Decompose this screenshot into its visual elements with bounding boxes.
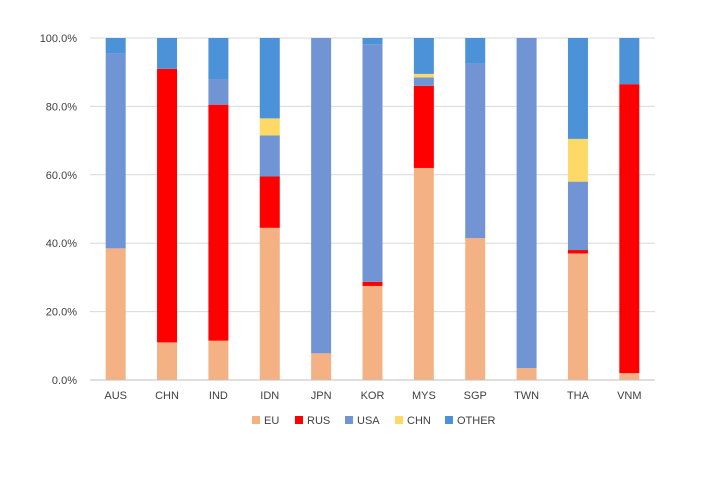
bar-segment-eu-jpn bbox=[311, 353, 332, 380]
bar-segment-eu-idn bbox=[259, 227, 280, 380]
bar-segment-rus-mys bbox=[413, 85, 434, 168]
x-tick-label: KOR bbox=[361, 390, 385, 402]
legend-label: OTHER bbox=[457, 415, 496, 427]
bar-segment-other-idn bbox=[259, 38, 280, 119]
bar-segment-chn-idn bbox=[259, 118, 280, 136]
bar-segment-other-tha bbox=[567, 38, 588, 139]
bar-segment-chn-mys bbox=[413, 73, 434, 78]
bar-segment-chn-tha bbox=[567, 138, 588, 182]
bar-segment-other-ind bbox=[208, 38, 229, 80]
legend-swatch bbox=[445, 416, 453, 424]
legend-swatch bbox=[252, 416, 260, 424]
y-tick-label: 60.0% bbox=[46, 170, 77, 182]
bar-segment-usa-twn bbox=[516, 38, 537, 369]
bar-segment-eu-ind bbox=[208, 340, 229, 380]
bar-segment-eu-chn bbox=[157, 342, 178, 380]
bar-segment-usa-tha bbox=[567, 181, 588, 251]
legend-item-usa: USA bbox=[345, 415, 380, 427]
bar-segment-usa-aus bbox=[105, 53, 126, 249]
legend: EU RUS USA CHN OTHER bbox=[252, 415, 496, 427]
bar-segment-usa-kor bbox=[362, 44, 383, 282]
bar-segment-eu-tha bbox=[567, 253, 588, 380]
legend-swatch bbox=[295, 416, 303, 424]
x-tick-label: VNM bbox=[617, 390, 641, 402]
legend-label: USA bbox=[357, 415, 380, 427]
legend-swatch bbox=[395, 416, 403, 424]
bar-segment-usa-mys bbox=[413, 77, 434, 86]
y-tick-label: 0.0% bbox=[52, 375, 77, 387]
bar-segment-rus-chn bbox=[157, 68, 178, 343]
x-tick-label: JPN bbox=[311, 390, 332, 402]
legend-label: CHN bbox=[407, 415, 431, 427]
bar-segment-other-sgp bbox=[465, 38, 486, 64]
bar-segment-usa-jpn bbox=[311, 38, 332, 354]
legend-swatch bbox=[345, 416, 353, 424]
x-tick-label: SGP bbox=[464, 390, 487, 402]
legend-item-rus: RUS bbox=[295, 415, 330, 427]
bar-segment-usa-idn bbox=[259, 135, 280, 177]
bar-segment-usa-ind bbox=[208, 79, 229, 105]
legend-label: RUS bbox=[307, 415, 330, 427]
x-tick-label: TWN bbox=[514, 390, 539, 402]
x-tick-label: IND bbox=[209, 390, 228, 402]
bar-segment-eu-twn bbox=[516, 368, 537, 380]
bar-segment-eu-kor bbox=[362, 285, 383, 380]
legend-item-other: OTHER bbox=[445, 415, 496, 427]
y-tick-label: 20.0% bbox=[46, 307, 77, 319]
bar-segment-other-mys bbox=[413, 38, 434, 74]
x-tick-label: IDN bbox=[260, 390, 279, 402]
bar-segment-eu-sgp bbox=[465, 238, 486, 380]
bar-segment-usa-sgp bbox=[465, 63, 486, 239]
y-tick-label: 80.0% bbox=[46, 101, 77, 113]
legend-item-eu: EU bbox=[252, 415, 279, 427]
bar-segment-rus-tha bbox=[567, 250, 588, 254]
x-tick-label: AUS bbox=[104, 390, 127, 402]
bar-segment-other-aus bbox=[105, 38, 126, 54]
bar-segment-rus-kor bbox=[362, 281, 383, 286]
bars bbox=[105, 38, 640, 380]
y-axis-tick-labels: 0.0% 20.0% 40.0% 60.0% 80.0% 100.0% bbox=[40, 33, 78, 387]
bar-segment-eu-vnm bbox=[619, 373, 640, 380]
legend-label: EU bbox=[264, 415, 279, 427]
bar-segment-eu-aus bbox=[105, 248, 126, 380]
x-tick-label: MYS bbox=[412, 390, 436, 402]
bar-segment-other-vnm bbox=[619, 38, 640, 85]
x-tick-label: CHN bbox=[155, 390, 179, 402]
bar-segment-other-chn bbox=[157, 38, 178, 69]
bar-segment-rus-vnm bbox=[619, 84, 640, 374]
bar-segment-rus-idn bbox=[259, 176, 280, 228]
bar-segment-other-kor bbox=[362, 38, 383, 45]
bar-segment-rus-ind bbox=[208, 104, 229, 341]
bar-segment-eu-mys bbox=[413, 167, 434, 380]
y-tick-label: 40.0% bbox=[46, 238, 77, 250]
legend-item-chn: CHN bbox=[395, 415, 431, 427]
y-tick-label: 100.0% bbox=[40, 33, 78, 45]
x-tick-label: THA bbox=[567, 390, 590, 402]
x-axis-tick-labels: AUS CHN IND IDN JPN KOR MYS SGP TWN THA VNM bbox=[104, 390, 641, 402]
